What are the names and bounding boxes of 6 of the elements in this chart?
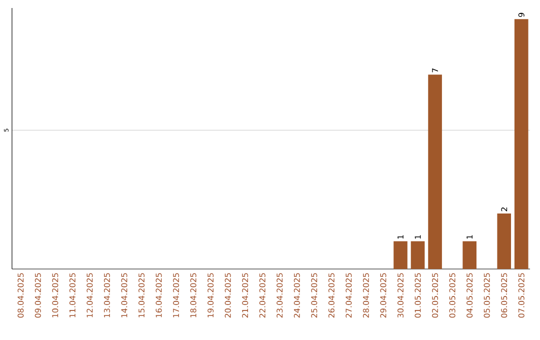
bar [428, 74, 442, 269]
bar [462, 241, 476, 269]
bar [497, 213, 512, 269]
bar [514, 19, 528, 269]
bar [394, 241, 408, 269]
bar [410, 241, 425, 269]
